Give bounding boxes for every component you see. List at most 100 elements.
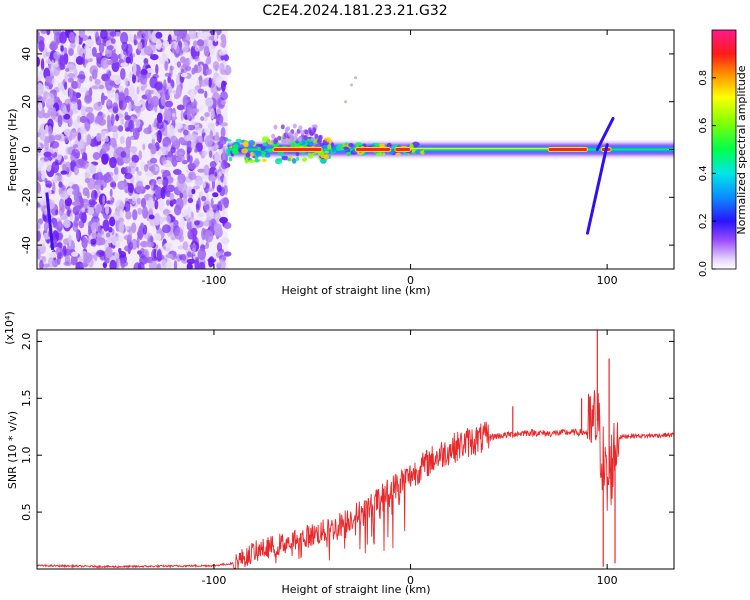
- noise-blob: [156, 249, 162, 262]
- noise-blob: [120, 31, 129, 45]
- noise-blob: [171, 154, 178, 167]
- noise-blob: [170, 146, 176, 154]
- noise-blob: [186, 134, 195, 141]
- noise-blob: [125, 56, 132, 64]
- band-upper-blob: [294, 132, 299, 138]
- noise-blob: [216, 242, 223, 253]
- band-upper-blob: [284, 137, 289, 143]
- noise-blob: [163, 79, 167, 92]
- noise-blob: [173, 30, 181, 37]
- band-blob: [255, 143, 264, 147]
- noise-blob: [42, 200, 46, 206]
- noise-blob: [203, 164, 210, 176]
- noise-blob: [216, 184, 222, 193]
- noise-blob: [92, 152, 101, 160]
- noise-blob: [131, 154, 140, 164]
- noise-blob: [145, 172, 154, 177]
- noise-blob: [179, 30, 188, 40]
- noise-blob: [147, 196, 154, 210]
- noise-blob: [106, 114, 111, 125]
- noise-blob: [148, 260, 158, 269]
- noise-blob: [145, 184, 150, 190]
- noise-blob: [106, 45, 114, 51]
- noise-blob: [81, 207, 86, 213]
- band-blob: [348, 143, 354, 147]
- noise-blob: [159, 56, 167, 65]
- peak-segment: [394, 147, 412, 152]
- snr-y-scale-label: (x10⁴): [3, 311, 16, 345]
- band-upper-blob: [316, 139, 321, 145]
- noise-blob: [65, 67, 70, 72]
- noise-blob: [147, 97, 157, 111]
- noise-blob: [132, 73, 136, 84]
- noise-blob: [125, 136, 132, 149]
- noise-blob: [175, 155, 185, 162]
- noise-blob: [37, 202, 41, 208]
- noise-blob: [71, 149, 81, 158]
- colorbar-tick-label: 0.0: [698, 261, 709, 277]
- band-blob: [254, 159, 260, 163]
- noise-blob: [124, 172, 133, 180]
- noise-blob: [65, 161, 71, 173]
- noise-blob: [215, 113, 224, 126]
- noise-blob: [63, 128, 72, 136]
- noise-blob: [40, 130, 46, 141]
- noise-blob: [87, 177, 96, 190]
- noise-blob: [156, 120, 164, 130]
- noise-blob: [50, 141, 60, 149]
- noise-blob: [67, 77, 74, 83]
- noise-blob: [38, 40, 45, 52]
- noise-blob: [173, 260, 178, 269]
- band-blob: [274, 158, 283, 165]
- noise-blob: [135, 126, 139, 136]
- noise-blob: [120, 151, 127, 158]
- noise-blob: [104, 246, 113, 259]
- colorbar-tick-label: 0.6: [698, 118, 709, 134]
- noise-blob: [94, 179, 103, 186]
- spectrogram-panel: -100 0 100 -40 -20 0 20 40 Height of straight …: [6, 29, 675, 297]
- noise-blob: [109, 216, 116, 227]
- noise-blob: [95, 31, 99, 42]
- noise-blob: [155, 63, 159, 75]
- noise-blob: [62, 245, 67, 257]
- noise-blob: [169, 193, 175, 201]
- noise-blob: [110, 53, 119, 64]
- noise-blob: [182, 159, 188, 165]
- noise-blob: [196, 39, 205, 47]
- noise-blob: [140, 222, 145, 230]
- noise-blob: [93, 102, 103, 111]
- noise-blob: [108, 226, 113, 233]
- noise-blob: [188, 30, 196, 40]
- noise-blob: [94, 79, 101, 85]
- noise-blob: [110, 113, 115, 126]
- noise-blob: [59, 32, 64, 44]
- noise-blob: [180, 110, 184, 122]
- noise-blob: [77, 115, 81, 123]
- spectrogram-x-tick-label: 0: [407, 274, 414, 287]
- band-blob: [337, 143, 343, 147]
- noise-blob: [220, 100, 226, 105]
- noise-blob: [189, 244, 197, 249]
- noise-blob: [161, 156, 167, 165]
- noise-blob: [149, 157, 158, 164]
- noise-blob: [89, 164, 97, 175]
- noise-blob: [188, 171, 197, 181]
- noise-blob: [75, 228, 80, 241]
- noise-blob: [142, 143, 146, 151]
- noise-blob: [138, 150, 143, 161]
- noise-blob: [95, 185, 101, 191]
- peak-segment: [272, 147, 323, 152]
- noise-blob: [60, 170, 68, 175]
- noise-blob: [45, 124, 49, 134]
- band-upper-blob: [293, 136, 298, 141]
- noise-blob: [162, 208, 170, 216]
- band-blob: [250, 151, 255, 157]
- noise-blob: [94, 171, 104, 183]
- noise-blob: [54, 134, 62, 141]
- noise-blob: [134, 104, 142, 114]
- noise-blob: [187, 124, 196, 131]
- noise-blob: [155, 39, 162, 50]
- noise-blob: [187, 251, 192, 258]
- noise-blob: [200, 116, 205, 121]
- noise-blob: [69, 101, 78, 111]
